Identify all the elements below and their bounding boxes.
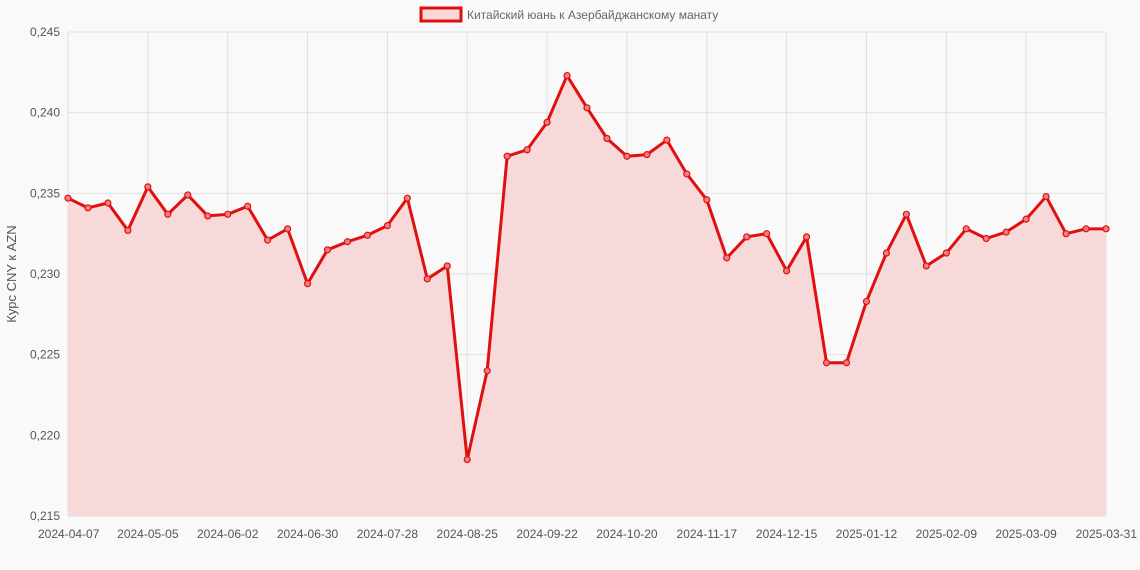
data-point[interactable] [184,191,192,199]
data-point[interactable] [124,226,132,235]
data-point[interactable] [563,71,571,80]
legend-label: Китайский юань к Азербайджанскому манату [467,8,718,22]
legend[interactable]: Китайский юань к Азербайджанскому манату [419,6,718,23]
data-point[interactable] [643,151,651,159]
x-tick-label: 2024-10-20 [596,527,658,541]
data-point[interactable] [503,152,511,160]
x-tick-label: 2025-02-09 [916,527,978,541]
data-point[interactable] [523,146,531,154]
series-area [68,75,1106,516]
data-point[interactable] [244,202,252,210]
x-tick-label: 2025-03-31 [1076,527,1138,541]
data-point[interactable] [323,246,332,254]
data-point[interactable] [703,196,711,204]
data-point[interactable] [683,170,691,178]
data-point[interactable] [543,118,551,126]
data-point[interactable] [862,297,871,306]
y-tick-label: 0,215 [30,509,60,523]
data-point[interactable] [743,233,751,241]
data-point[interactable] [603,134,611,143]
data-point[interactable] [463,455,471,464]
data-point[interactable] [144,183,152,191]
data-points [64,71,1110,464]
data-point[interactable] [942,249,950,257]
x-tick-label: 2024-05-05 [117,527,179,541]
x-tick-label: 2024-06-02 [197,527,259,541]
data-point[interactable] [802,233,811,241]
data-point[interactable] [1022,215,1030,223]
data-point[interactable] [64,194,72,202]
data-point[interactable] [224,210,232,218]
data-point[interactable] [283,225,292,233]
x-tick-label: 2024-12-15 [756,527,818,541]
data-point[interactable] [1082,225,1090,233]
data-point[interactable] [1102,225,1110,233]
data-point[interactable] [264,236,272,244]
data-point[interactable] [443,262,451,270]
data-point[interactable] [423,275,431,283]
data-point[interactable] [763,230,771,238]
data-point[interactable] [343,238,352,246]
x-tick-label: 2024-06-30 [277,527,339,541]
x-tick-label: 2024-07-28 [357,527,419,541]
data-point[interactable] [583,104,591,112]
x-axis-ticks: 2024-04-07 2024-05-05 2024-06-02 2024-06-30… [38,527,1137,541]
data-point[interactable] [822,359,831,367]
x-tick-label: 2024-09-22 [516,527,578,541]
y-tick-label: 0,225 [30,348,60,362]
data-point[interactable] [902,210,910,218]
data-point[interactable] [483,367,491,375]
x-tick-label: 2025-03-09 [995,527,1057,541]
data-point[interactable] [104,199,112,207]
x-tick-label: 2025-01-12 [836,527,898,541]
data-point[interactable] [383,222,391,230]
y-tick-label: 0,230 [30,267,60,281]
data-point[interactable] [363,231,372,239]
data-point[interactable] [922,262,930,270]
y-tick-label: 0,235 [30,186,60,200]
data-point[interactable] [403,194,411,202]
data-point[interactable] [783,267,791,275]
y-tick-label: 0,245 [30,25,60,39]
y-axis-ticks: 0,215 0,220 0,225 0,230 0,235 0,240 0,245 [30,25,60,523]
data-point[interactable] [663,136,671,144]
x-tick-label: 2024-04-07 [38,527,100,541]
data-point[interactable] [1062,230,1070,238]
data-point[interactable] [1002,228,1010,236]
data-point[interactable] [842,359,851,367]
y-tick-label: 0,240 [30,106,60,120]
y-tick-label: 0,220 [30,428,60,442]
data-point[interactable] [982,234,990,243]
data-point[interactable] [882,249,891,257]
data-point[interactable] [723,254,731,262]
data-point[interactable] [1042,192,1050,201]
data-point[interactable] [962,225,970,233]
x-tick-label: 2024-08-25 [437,527,499,541]
data-point[interactable] [164,210,172,218]
data-point[interactable] [303,280,312,288]
x-tick-label: 2024-11-17 [677,527,738,541]
data-point[interactable] [623,152,631,160]
legend-swatch [419,6,463,23]
data-point[interactable] [204,212,212,220]
y-axis-label: Курс CNY к AZN [4,225,19,322]
data-point[interactable] [84,204,92,212]
